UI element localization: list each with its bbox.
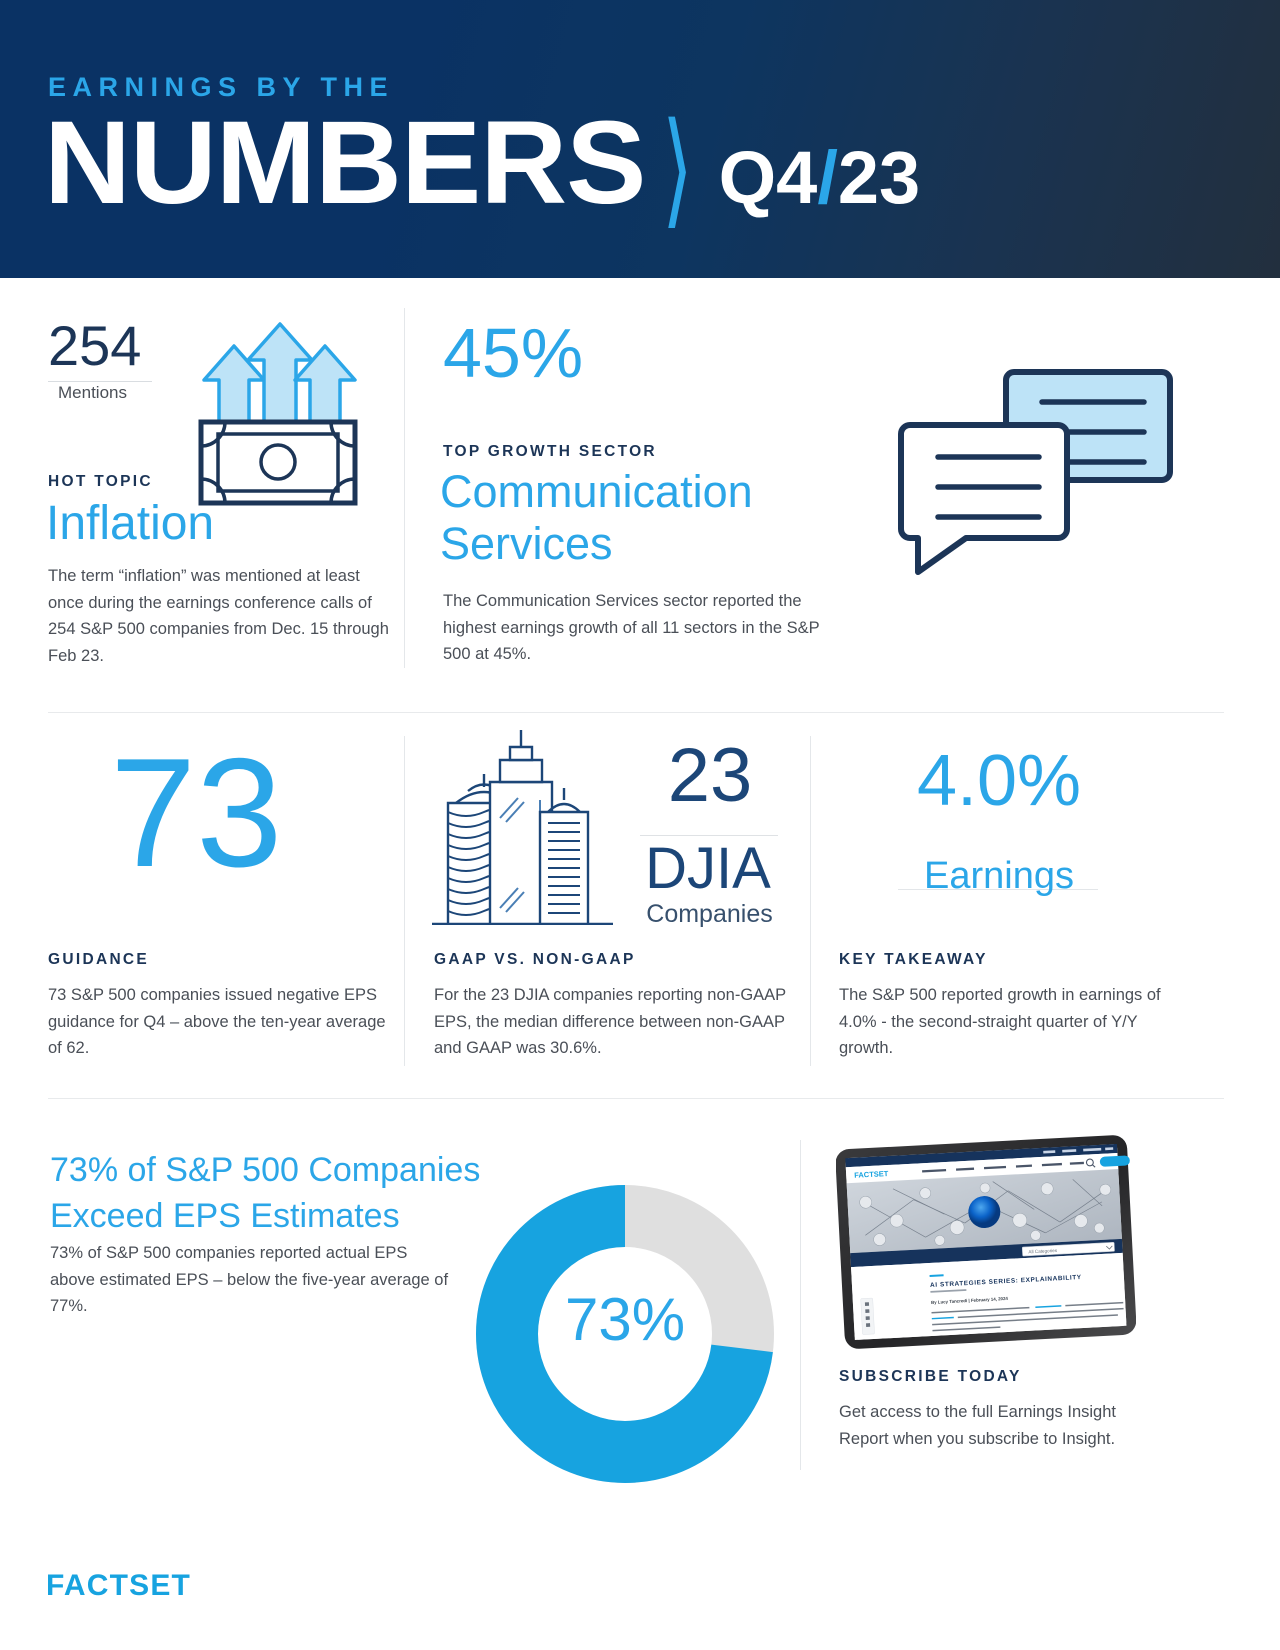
gaap-eyebrow: GAAP VS. NON-GAAP xyxy=(434,951,636,968)
skyscrapers-icon xyxy=(430,730,615,930)
subscribe-eyebrow: SUBSCRIBE TODAY xyxy=(839,1368,1022,1385)
top-growth-stat-value: 45% xyxy=(443,314,584,392)
djia-stat-value: 23 xyxy=(667,733,753,818)
guidance-eyebrow: GUIDANCE xyxy=(48,951,150,968)
factset-logo: FACTSET xyxy=(46,1568,206,1609)
page-title: NUMBERS xyxy=(44,97,646,229)
chevron-right-icon: ⟩ xyxy=(661,99,693,239)
header-kicker: EARNINGS BY THE xyxy=(48,72,395,102)
hot-topic-headline: Inflation xyxy=(46,497,215,550)
djia-stat-mid: DJIA xyxy=(645,836,771,901)
divider-row1-vertical xyxy=(404,308,405,668)
key-takeaway-eyebrow: KEY TAKEAWAY xyxy=(839,951,988,968)
earnings-stat-value: 4.0% xyxy=(916,741,1082,821)
eps-donut-chart xyxy=(473,1182,777,1486)
svg-text:FACTSET: FACTSET xyxy=(854,1169,889,1180)
money-with-up-arrows-icon xyxy=(192,312,364,512)
subscribe-body: Get access to the full Earnings Insight … xyxy=(839,1403,1116,1448)
page-header: EARNINGS BY THE NUMBERS ⟩ Q4/23 xyxy=(0,0,1280,278)
djia-stat-sub: Companies xyxy=(646,900,773,928)
gaap-body: For the 23 DJIA companies reporting non-… xyxy=(434,986,786,1058)
hot-topic-body: The term “inflation” was mentioned at le… xyxy=(48,567,389,666)
top-growth-headline: Communication Services xyxy=(440,466,753,570)
svg-text:FACTSET: FACTSET xyxy=(46,1569,191,1602)
top-growth-eyebrow: TOP GROWTH SECTOR xyxy=(443,443,657,460)
divider-row2-vertical-right xyxy=(810,736,811,1066)
divider-row3-vertical xyxy=(800,1140,801,1470)
djia-stat-rule xyxy=(640,835,778,836)
guidance-stat-value: 73 xyxy=(110,726,283,899)
top-growth-body: The Communication Services sector report… xyxy=(443,592,820,664)
quarter-suffix: 23 xyxy=(837,136,921,219)
divider-row1-row2 xyxy=(48,712,1224,713)
divider-row2-row3 xyxy=(48,1098,1224,1099)
eps-headline: 73% of S&P 500 Companies Exceed EPS Esti… xyxy=(50,1151,481,1235)
quarter-prefix: Q4 xyxy=(718,136,818,219)
mentions-stat-value: 254 xyxy=(48,314,142,377)
svg-text:All Categories: All Categories xyxy=(1028,1248,1058,1255)
earnings-stat-label: Earnings xyxy=(924,855,1074,897)
quarter-badge: Q4/23 xyxy=(719,141,921,215)
divider-row2-vertical-left xyxy=(404,736,405,1066)
speech-bubbles-icon xyxy=(896,362,1176,597)
hot-topic-eyebrow: HOT TOPIC xyxy=(48,473,153,490)
guidance-body: 73 S&P 500 companies issued negative EPS… xyxy=(48,986,386,1058)
header-title-row: NUMBERS ⟩ Q4/23 xyxy=(44,97,921,232)
svg-text:By Lucy Tancredi | February 14: By Lucy Tancredi | February 14, 2024 xyxy=(931,1296,1009,1305)
mentions-stat-label: Mentions xyxy=(58,383,127,402)
eps-donut-center-label: 73% xyxy=(564,1286,686,1353)
quarter-slash: / xyxy=(817,136,838,219)
tablet-device-icon: FACTSET xyxy=(835,1134,1137,1359)
mentions-stat-rule xyxy=(48,381,152,382)
eps-body: 73% of S&P 500 companies reported actual… xyxy=(50,1244,449,1316)
key-takeaway-body: The S&P 500 reported growth in earnings … xyxy=(839,986,1161,1058)
earnings-stat-rule xyxy=(898,889,1098,890)
